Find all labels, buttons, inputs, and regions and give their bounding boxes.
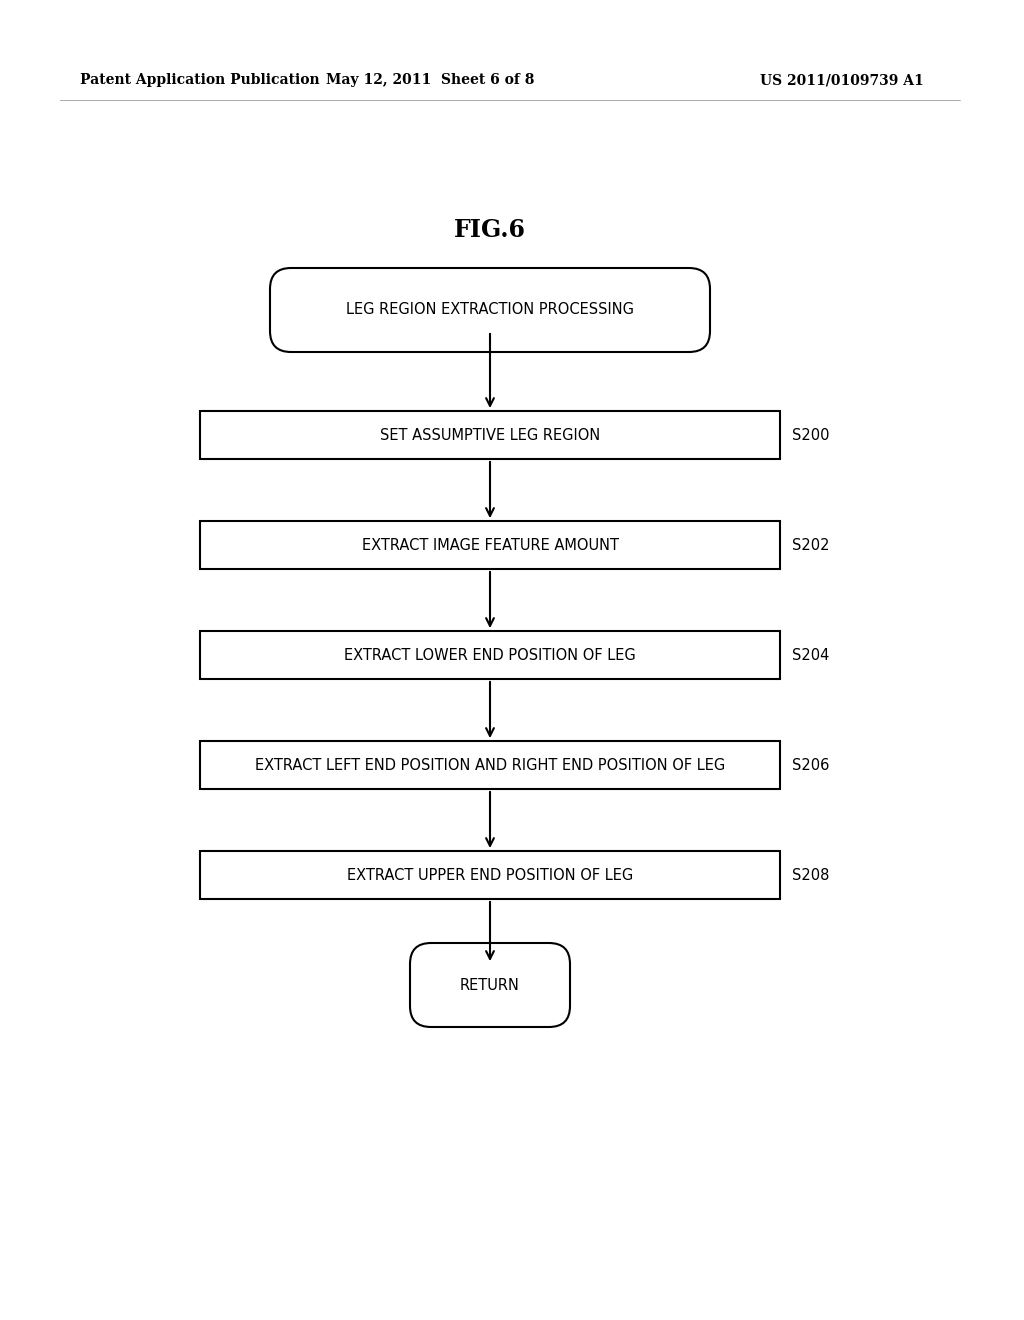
Text: EXTRACT IMAGE FEATURE AMOUNT: EXTRACT IMAGE FEATURE AMOUNT: [361, 537, 618, 553]
Text: May 12, 2011  Sheet 6 of 8: May 12, 2011 Sheet 6 of 8: [326, 73, 535, 87]
Text: LEG REGION EXTRACTION PROCESSING: LEG REGION EXTRACTION PROCESSING: [346, 302, 634, 318]
Bar: [200, 411, 780, 459]
Text: EXTRACT UPPER END POSITION OF LEG: EXTRACT UPPER END POSITION OF LEG: [347, 867, 633, 883]
Text: S202: S202: [792, 537, 829, 553]
Bar: [200, 851, 780, 899]
FancyBboxPatch shape: [270, 268, 710, 352]
Text: US 2011/0109739 A1: US 2011/0109739 A1: [760, 73, 924, 87]
Text: S200: S200: [792, 428, 829, 442]
Text: S206: S206: [792, 758, 829, 772]
FancyBboxPatch shape: [410, 942, 570, 1027]
Bar: [200, 631, 780, 678]
Text: Patent Application Publication: Patent Application Publication: [80, 73, 319, 87]
Text: RETURN: RETURN: [460, 978, 520, 993]
Text: EXTRACT LEFT END POSITION AND RIGHT END POSITION OF LEG: EXTRACT LEFT END POSITION AND RIGHT END …: [255, 758, 725, 772]
Text: SET ASSUMPTIVE LEG REGION: SET ASSUMPTIVE LEG REGION: [380, 428, 600, 442]
Bar: [200, 741, 780, 789]
Text: S208: S208: [792, 867, 829, 883]
Text: FIG.6: FIG.6: [454, 218, 526, 242]
Text: EXTRACT LOWER END POSITION OF LEG: EXTRACT LOWER END POSITION OF LEG: [344, 648, 636, 663]
Bar: [200, 521, 780, 569]
Text: S204: S204: [792, 648, 829, 663]
